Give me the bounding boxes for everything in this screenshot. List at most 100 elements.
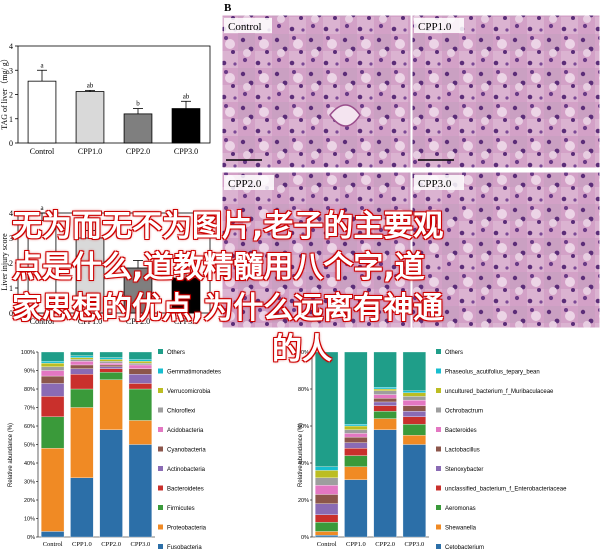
stack-segment bbox=[373, 394, 397, 399]
histology-cpp1: CPP1.0 bbox=[411, 14, 600, 169]
stack-segment bbox=[70, 477, 94, 538]
legend-swatch bbox=[158, 407, 163, 413]
x-tick-label: CPP2.0 bbox=[101, 541, 121, 548]
stack-segment bbox=[41, 448, 65, 532]
stack-segment bbox=[344, 425, 368, 430]
legend-label: Proteobacteria bbox=[167, 526, 207, 532]
histology-cpp2: CPP2.0 bbox=[221, 171, 412, 329]
histology-label-cpp3: CPP3.0 bbox=[418, 178, 452, 190]
stack-segment bbox=[99, 351, 123, 358]
y-tick-label: 4 bbox=[9, 42, 13, 51]
legend-swatch bbox=[436, 427, 441, 432]
y-tick-label: 80% bbox=[24, 387, 35, 393]
stack-segment bbox=[315, 494, 339, 504]
stack-segment bbox=[315, 514, 339, 523]
stack-segment bbox=[344, 442, 368, 449]
stack-segment bbox=[128, 420, 152, 445]
stack-segment bbox=[128, 374, 152, 384]
stack-segment bbox=[128, 444, 152, 538]
y-tick-label: 100% bbox=[295, 350, 309, 356]
phylum-stacked-chart: Relative abundance (%) 0% 10% 20% 30% 40% 50%… bbox=[8, 349, 221, 551]
stack-segment bbox=[373, 418, 397, 430]
stack-segment bbox=[373, 390, 397, 395]
tag-y-axis-label: TAG of liver（mg/ g） bbox=[0, 54, 9, 130]
stack-segment bbox=[315, 477, 339, 486]
stack-segment bbox=[373, 386, 397, 390]
stack-segment bbox=[402, 399, 426, 406]
y-tick-label: 4 bbox=[9, 209, 13, 218]
legend-swatch bbox=[158, 427, 163, 432]
histology-control: Control bbox=[221, 14, 412, 169]
stack-segment bbox=[373, 401, 397, 406]
stack-segment bbox=[344, 423, 368, 427]
y-tick-label: 60% bbox=[24, 424, 35, 430]
x-tick-label: CPP2.0 bbox=[375, 541, 395, 548]
legend-label: Bacteroides bbox=[445, 428, 477, 434]
x-tick-label: CPP1.0 bbox=[72, 541, 92, 548]
legend-swatch bbox=[158, 349, 163, 354]
x-tick-label: CPP3.0 bbox=[174, 147, 198, 156]
x-tick-label: CPP2.0 bbox=[126, 317, 150, 326]
x-tick-label: Control bbox=[30, 317, 55, 326]
legend-label: Ochrobactrum bbox=[445, 409, 483, 415]
y-tick-label: 10% bbox=[24, 517, 35, 523]
legend-swatch bbox=[158, 524, 163, 530]
stack-segment bbox=[315, 522, 339, 532]
stack-segment bbox=[373, 351, 397, 388]
injury-bar-chart: Liver injury score 0 1 2 3 4 a Control CPP1.0 CP… bbox=[0, 204, 211, 326]
stack-segment bbox=[99, 379, 123, 430]
stack-segment bbox=[373, 405, 397, 412]
stack-segment bbox=[128, 383, 152, 390]
x-tick-label: CPP1.0 bbox=[78, 147, 102, 156]
legend-swatch bbox=[158, 368, 163, 374]
overlay-line-4: 的人 bbox=[272, 332, 332, 367]
significance-letter: b bbox=[136, 100, 140, 108]
legend-label: Stenoxybacter bbox=[445, 467, 483, 473]
x-tick-label: Control bbox=[30, 147, 55, 156]
stack-segment bbox=[315, 466, 339, 471]
x-tick-label: CPP3.0 bbox=[405, 541, 425, 548]
y-tick-label: 30% bbox=[24, 480, 35, 486]
legend-swatch bbox=[436, 544, 441, 549]
stack-segment bbox=[315, 535, 339, 538]
stack-segment bbox=[70, 374, 94, 390]
y-tick-label: 0 bbox=[9, 309, 13, 318]
bar bbox=[123, 113, 153, 144]
stack-segment bbox=[41, 383, 65, 397]
y-tick-label: 3 bbox=[9, 234, 13, 243]
stack-segment bbox=[344, 436, 368, 443]
stack-segment bbox=[41, 370, 65, 377]
bar bbox=[75, 237, 105, 314]
y-tick-label: 20% bbox=[298, 498, 309, 504]
stack-segment bbox=[402, 423, 426, 436]
legend-label: Verrucomicrobia bbox=[167, 389, 211, 395]
legend-swatch bbox=[436, 485, 441, 491]
stack-segment bbox=[41, 375, 65, 384]
legend-label: Fusobacteria bbox=[167, 545, 202, 551]
stack-segment bbox=[344, 466, 368, 480]
significance-letter: a bbox=[40, 61, 44, 69]
stack-segment bbox=[344, 351, 368, 425]
x-tick-label: CPP1.0 bbox=[346, 541, 366, 548]
y-tick-label: 80% bbox=[298, 387, 309, 393]
overlay-line-3: 家思想的优点,为什么远离有神通 bbox=[12, 291, 444, 326]
stack-segment bbox=[70, 351, 94, 356]
legend-label: Aeromonas bbox=[445, 506, 476, 512]
legend-label: Phaseolus_acutifolius_tepary_bean bbox=[445, 370, 540, 376]
legend-swatch bbox=[436, 505, 441, 510]
y-tick-label: 0% bbox=[301, 535, 309, 541]
overlay-line-2: 点是什么,道教精髓用八个字,道 bbox=[12, 250, 425, 285]
stack-segment bbox=[315, 485, 339, 495]
stack-segment bbox=[99, 429, 123, 538]
histology-panels: B Control CPP1.0 CPP2.0 CPP3.0 bbox=[221, 2, 600, 329]
phylum-y-axis-label: Relative abundance (%) bbox=[8, 423, 14, 487]
legend-label: Chloroflexi bbox=[167, 409, 195, 415]
significance-letter: a bbox=[40, 204, 44, 212]
stack-segment bbox=[70, 388, 94, 408]
legend-label: Gemmatimonadetes bbox=[167, 370, 221, 376]
y-tick-label: 90% bbox=[24, 369, 35, 375]
y-tick-label: 100% bbox=[21, 350, 35, 356]
stack-segment bbox=[344, 433, 368, 438]
stack-segment bbox=[41, 416, 65, 449]
